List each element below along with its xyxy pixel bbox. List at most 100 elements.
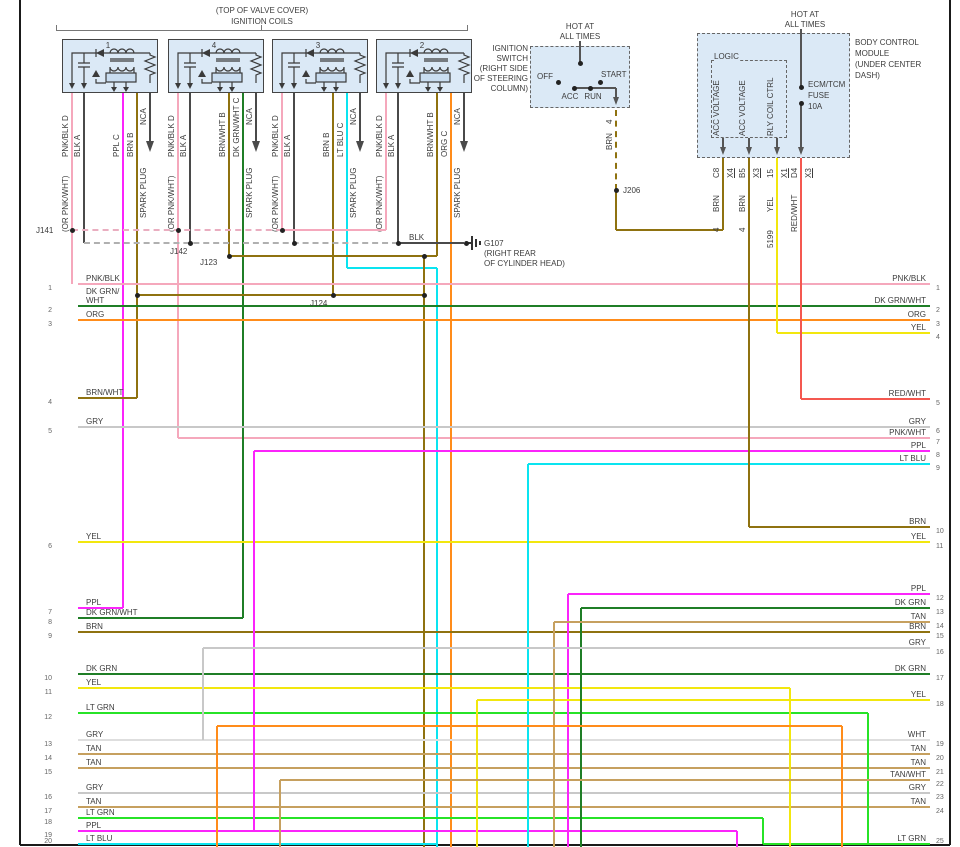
edge-wire-number: 14 <box>936 623 944 630</box>
switch-position-label: OFF <box>537 72 553 81</box>
edge-wire-label: BRN <box>86 622 103 631</box>
ignition-coil-box <box>376 39 472 93</box>
coil-pin-label: BLK A <box>283 134 292 157</box>
edge-wire-label: BRN/WHT <box>86 388 124 397</box>
edge-wire-number: 20 <box>44 838 52 845</box>
wire-segment <box>78 673 930 675</box>
fuse-label: ECM/TCM <box>808 80 846 89</box>
wire-segment <box>722 138 724 147</box>
switch-position-label: ACC <box>561 92 579 101</box>
wire-segment <box>78 617 243 619</box>
edge-wire-label: TAN/WHT <box>890 770 926 779</box>
edge-wire-label: YEL <box>910 323 926 332</box>
coil-pin-label: ORG C <box>440 130 449 157</box>
edge-wire-number: 19 <box>936 741 944 748</box>
edge-wire-number: 13 <box>936 609 944 616</box>
splice-dot <box>555 79 561 85</box>
coil-pin-label: NCA <box>139 108 148 125</box>
edge-wire-label: TAN <box>86 758 102 767</box>
splice-dot <box>577 60 583 66</box>
coil-pin-label: BRN/WHT B <box>426 112 435 157</box>
wire-segment <box>78 792 930 794</box>
wire-segment <box>385 93 387 230</box>
edge-wire-number: 23 <box>936 794 944 801</box>
wire-segment <box>581 607 930 609</box>
hot-at-all-times-label: HOT AT <box>790 10 820 19</box>
edge-wire-number: 9 <box>936 465 940 472</box>
wire-segment <box>423 256 425 847</box>
edge-wire-label: DK GRN/ <box>86 287 120 296</box>
edge-wire-label: ORG <box>86 310 105 319</box>
wire-segment <box>178 437 930 439</box>
wire-segment <box>762 818 764 844</box>
coil-pin-label: DK GRN/WHT C <box>232 97 241 157</box>
wire-segment <box>78 397 137 399</box>
ignition-coil-box <box>62 39 158 93</box>
wire-segment <box>359 93 361 141</box>
wire-segment <box>255 93 257 141</box>
wire-segment <box>347 267 437 269</box>
coil-pin-label: LT BLU C <box>336 122 345 157</box>
spark-plug-label: SPARK PLUG <box>139 167 148 218</box>
edge-wire-label: GRY <box>86 417 104 426</box>
splice-dot <box>330 292 336 298</box>
wire-segment <box>615 190 617 230</box>
splice-dot <box>421 292 427 298</box>
bcm-wire-color-label: BRN <box>738 195 747 212</box>
wire-segment <box>436 93 438 256</box>
edge-wire-label: YEL <box>910 690 926 699</box>
wire-segment <box>722 158 724 230</box>
ignition-coil-box <box>272 39 368 93</box>
splice-dot <box>421 253 427 259</box>
edge-wire-number: 12 <box>936 595 944 602</box>
coil-number: 1 <box>105 41 111 50</box>
edge-wire-number: 15 <box>44 769 52 776</box>
wire-segment <box>228 93 230 256</box>
wire-segment <box>436 268 438 847</box>
coil-number: 3 <box>315 41 321 50</box>
coil-number: 2 <box>419 41 425 50</box>
wire-segment <box>78 687 790 689</box>
wire-segment <box>137 294 424 296</box>
coil-pin-alt-label: (OR PNK/WHT) <box>375 175 384 232</box>
edge-wire-label: YEL <box>86 678 102 687</box>
edge-wire-label: PPL <box>86 598 102 607</box>
edge-wire-label: PNK/BLK <box>892 274 926 283</box>
wire-segment <box>253 451 255 831</box>
edge-wire-label: PPL <box>910 584 926 593</box>
spark-plug-label: SPARK PLUG <box>349 167 358 218</box>
bcm-logic-pin-label: RLY COIL CTRL <box>766 77 775 136</box>
bcm-pin-id: C8 <box>712 167 721 178</box>
bcm-logic-pin-label: ACC VOLTAGE <box>738 80 747 136</box>
wire-segment <box>567 594 569 847</box>
wire-segment <box>398 242 464 244</box>
edge-wire-label: WHT <box>907 730 926 739</box>
arrowhead-icon <box>612 97 619 105</box>
bcm-connector-id: X4 <box>726 168 735 178</box>
edge-wire-label: LT GRN <box>86 808 115 817</box>
bcm-title: BODY CONTROL <box>855 38 919 47</box>
edge-wire-label: BRN <box>909 517 926 526</box>
edge-wire-number: 13 <box>44 741 52 748</box>
coil-circuit-icon <box>175 48 263 92</box>
wire-segment <box>78 319 930 321</box>
bcm-title: MODULE <box>855 49 890 58</box>
edge-wire-number: 10 <box>936 528 944 535</box>
splice-dot <box>134 292 140 298</box>
bcm-title: DASH) <box>855 71 880 80</box>
wire-segment <box>800 29 802 87</box>
junction-label: J141 <box>36 226 54 235</box>
wire-segment <box>763 843 930 845</box>
ignition-switch-title: COLUMN) <box>490 84 528 93</box>
wire-segment <box>554 621 930 623</box>
edge-wire-label: DK GRN <box>894 598 926 607</box>
coil-pin-label: PNK/BLK D <box>271 115 280 157</box>
splice-dot <box>798 84 804 90</box>
junction-label: J123 <box>200 258 218 267</box>
hot-at-all-times-label: ALL TIMES <box>784 20 826 29</box>
edge-wire-number: 19 <box>44 832 52 839</box>
wire-segment <box>748 138 750 147</box>
edge-wire-label: GRY <box>86 730 104 739</box>
arrowhead-icon <box>797 147 804 155</box>
coil-circuit-icon <box>69 48 157 92</box>
